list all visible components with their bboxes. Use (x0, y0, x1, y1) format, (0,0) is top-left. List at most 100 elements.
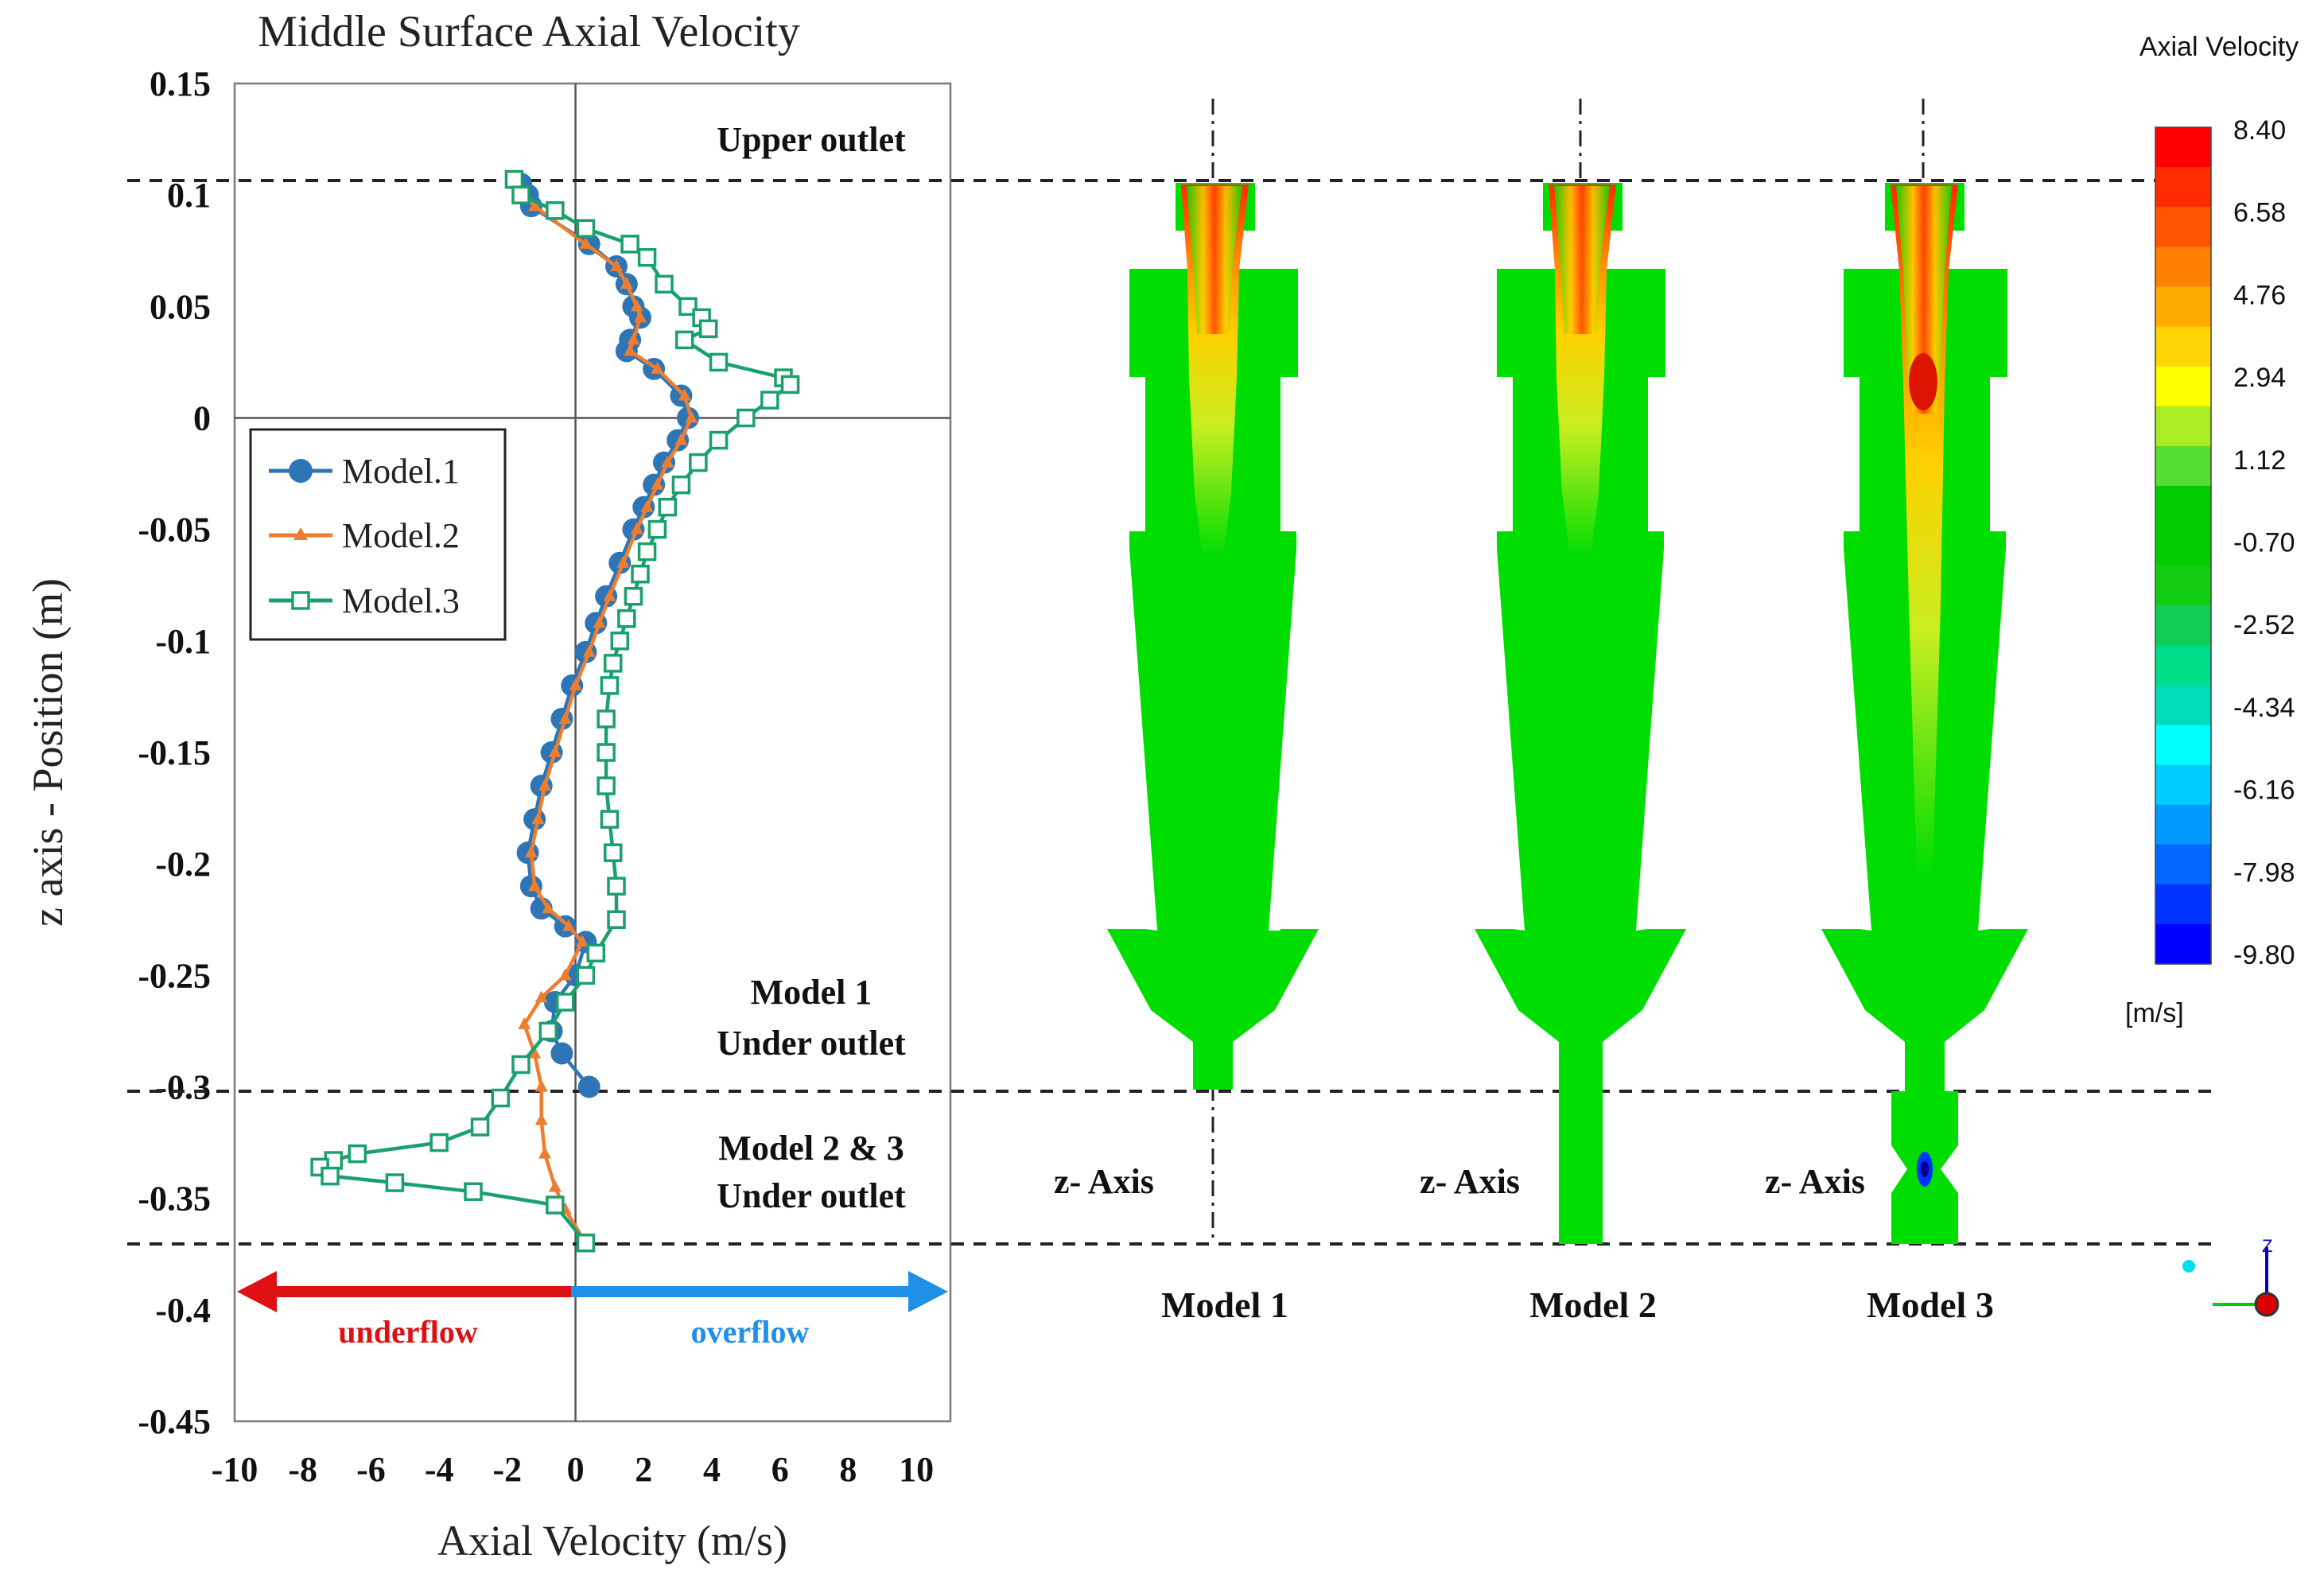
y-tick-label: -0.2 (155, 845, 211, 884)
y-tick-label: 0.05 (150, 287, 211, 326)
colorbar-labels: 8.40 6.58 4.76 2.94 1.12 -0.70 -2.52 -4.34 -6.16… (2233, 115, 2295, 970)
colorbar-segment (2155, 286, 2211, 328)
data-point-square (658, 497, 678, 517)
data-point-triangle (582, 644, 596, 657)
model-1-core-hot (1187, 186, 1242, 334)
legend-marker-circle (289, 459, 313, 483)
data-point-square (321, 1166, 340, 1186)
model-2-axis-label: z- Axis (1420, 1162, 1520, 1201)
x-tick-label: -8 (288, 1450, 317, 1489)
data-point-square (603, 654, 623, 673)
legend-label-model1: Model.1 (342, 452, 460, 491)
colorbar-segment (2155, 884, 2211, 925)
data-point-square (511, 185, 530, 204)
data-point-triangle (678, 388, 691, 401)
model-3-label: Model 3 (1867, 1285, 1994, 1325)
series-model-3 (310, 169, 800, 1253)
colorbar-segment (2155, 566, 2211, 606)
y-tick-label: -0.35 (138, 1180, 211, 1218)
data-point-square (678, 297, 698, 317)
model-1-label: Model 1 (1161, 1285, 1288, 1325)
x-tick-label: -6 (356, 1450, 386, 1489)
colorbar-title: Axial Velocity (2139, 32, 2299, 62)
data-point-square (698, 319, 718, 339)
colorbar-segment (2155, 844, 2211, 885)
data-point-triangle (562, 919, 575, 931)
data-point-triangle (685, 410, 698, 423)
colorbar-segment (2155, 804, 2211, 845)
model-1-contour (1107, 99, 1319, 1241)
data-point-square (597, 776, 616, 795)
data-point-circle (550, 1042, 573, 1065)
colorbar-tick-label: 1.12 (2233, 445, 2286, 476)
legend-marker-square (291, 591, 310, 610)
colorbar-segment (2155, 764, 2211, 806)
data-point-square (637, 247, 657, 267)
data-point-square (607, 876, 626, 896)
data-point-triangle (576, 935, 589, 947)
colorbar-segment (2155, 605, 2211, 646)
data-point-circle (530, 897, 553, 920)
y-tick-label: -0.4 (155, 1291, 211, 1330)
legend-entry-model3: Model.3 (269, 581, 460, 620)
legend-label-model3: Model.3 (342, 581, 460, 620)
model-2-contour (1475, 99, 1686, 1244)
data-point-square (429, 1133, 449, 1152)
upper-outlet-label: Upper outlet (717, 120, 906, 159)
underflow-label: underflow (338, 1314, 478, 1350)
data-point-square (631, 564, 650, 584)
overflow-arrow-head (908, 1271, 948, 1312)
data-point-square (607, 910, 626, 929)
data-point-square (709, 430, 729, 450)
plot-border (233, 82, 952, 1423)
legend-label-model2: Model.2 (342, 516, 460, 555)
colorbar-tick-label: 8.40 (2233, 115, 2286, 146)
x-tick-label: 6 (771, 1450, 789, 1489)
model-1-body (1107, 183, 1319, 1090)
data-point-triangle (534, 1113, 548, 1125)
colorbar-tick-label: -2.52 (2233, 610, 2295, 640)
data-point-square (736, 408, 756, 428)
data-point-triangle (630, 299, 643, 312)
data-point-square (689, 453, 708, 472)
chart-title: Middle Surface Axial Velocity (258, 7, 800, 56)
data-point-triangle (518, 1017, 531, 1030)
series-model-2 (507, 177, 698, 1248)
model1-under-label-1: Model 1 (751, 973, 872, 1012)
data-point-square (655, 274, 674, 294)
colorbar-tick-label: -6.16 (2233, 775, 2295, 806)
colorbar-segment (2155, 366, 2211, 407)
model-1-axis-label: z- Axis (1054, 1162, 1154, 1201)
data-point-square (760, 391, 779, 410)
data-point-square (620, 235, 639, 254)
x-tick-label: -10 (212, 1450, 258, 1489)
colorbar-tick-label: -7.98 (2233, 857, 2295, 888)
colorbar-segment (2155, 406, 2211, 447)
data-point-square (624, 587, 643, 606)
legend-entry-model2: Model.2 (269, 516, 460, 555)
data-point-triangle (579, 236, 593, 249)
model-3-core-hot (1896, 186, 1952, 414)
colorbar-segment (2155, 167, 2211, 208)
y-tick-label: -0.45 (138, 1402, 211, 1441)
colorbar-segment (2155, 485, 2211, 527)
data-point-triangle (548, 745, 562, 757)
plot-frame (233, 82, 952, 1423)
model23-under-label-2: Under outlet (717, 1176, 906, 1215)
x-tick-label: -2 (493, 1450, 523, 1489)
colorbar-tick-label: -9.80 (2233, 940, 2295, 970)
x-tick-label: 10 (899, 1450, 934, 1489)
data-point-square (647, 519, 667, 539)
data-point-triangle (542, 901, 555, 914)
data-point-square (600, 676, 620, 695)
data-point-triangle (634, 310, 647, 323)
data-point-square (348, 1144, 367, 1164)
colorbar-tick-label: -0.70 (2233, 528, 2295, 558)
x-axis-ticks: -10 -8 -6 -4 -2 0 2 4 6 8 10 (212, 1450, 934, 1489)
model-3-contour (1821, 99, 2028, 1244)
y-tick-label: -0.05 (138, 511, 211, 550)
colorbar-border (2155, 126, 2212, 965)
x-tick-label: 2 (635, 1450, 652, 1489)
data-point-square (597, 743, 616, 762)
